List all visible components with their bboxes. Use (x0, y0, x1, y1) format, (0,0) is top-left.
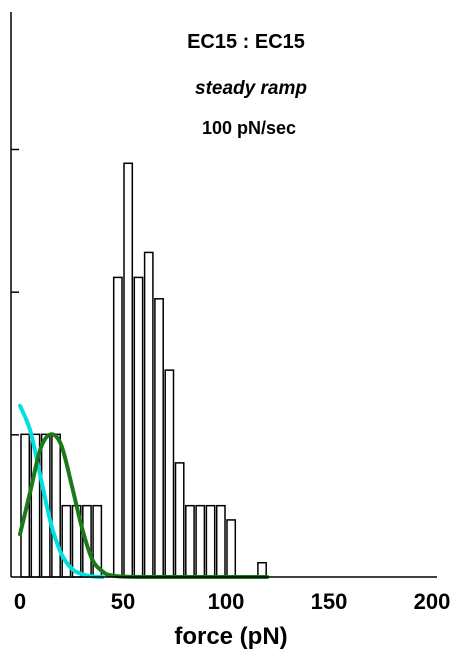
histogram-bar-13 (154, 298, 164, 578)
histogram-bar-9 (112, 276, 123, 578)
histogram-bars (20, 162, 267, 578)
x-axis-label: force (pN) (174, 623, 287, 650)
histogram-bar-3 (51, 433, 61, 578)
x-tick-label-0: 0 (14, 589, 26, 614)
x-tick-labels: 0 50 100 150 200 (14, 589, 450, 614)
chart-subtitle: steady ramp (195, 78, 307, 99)
axes (10, 12, 437, 578)
histogram-bar-10 (123, 162, 134, 578)
histogram-bar-15 (174, 462, 185, 578)
x-tick-label-1: 50 (111, 589, 135, 614)
histogram-bar-18 (205, 504, 216, 578)
histogram-bar-20 (226, 519, 237, 578)
histogram-bar-17 (195, 504, 206, 578)
histogram-bar-14 (164, 369, 175, 578)
histogram-bar-16 (185, 504, 195, 578)
histogram-bar-19 (215, 504, 226, 578)
x-tick-label-4: 200 (414, 589, 451, 614)
chart-annotation: 100 pN/sec (202, 118, 296, 138)
fit-curve-0 (18, 403, 105, 579)
histogram-bar-12 (143, 251, 154, 578)
chart-title: EC15 : EC15 (187, 31, 305, 53)
histogram-bar-11 (133, 276, 144, 578)
x-tick-label-2: 100 (208, 589, 245, 614)
x-tick-label-3: 150 (311, 589, 348, 614)
y-ticks (11, 148, 19, 436)
histogram-bar-23 (257, 561, 267, 578)
